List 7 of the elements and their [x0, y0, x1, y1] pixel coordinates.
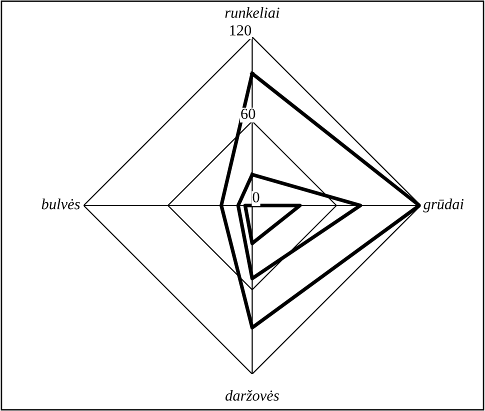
spoke-label: daržovės [226, 390, 279, 401]
spoke-label: runkeliai [225, 7, 280, 18]
spoke-label: grūdai [423, 198, 464, 212]
y-tick-label: 120 [230, 25, 252, 36]
y-tick-label: 60 [241, 108, 256, 119]
spoke-label: bulvės [42, 198, 80, 210]
y-tick-label: 0 [252, 192, 260, 202]
